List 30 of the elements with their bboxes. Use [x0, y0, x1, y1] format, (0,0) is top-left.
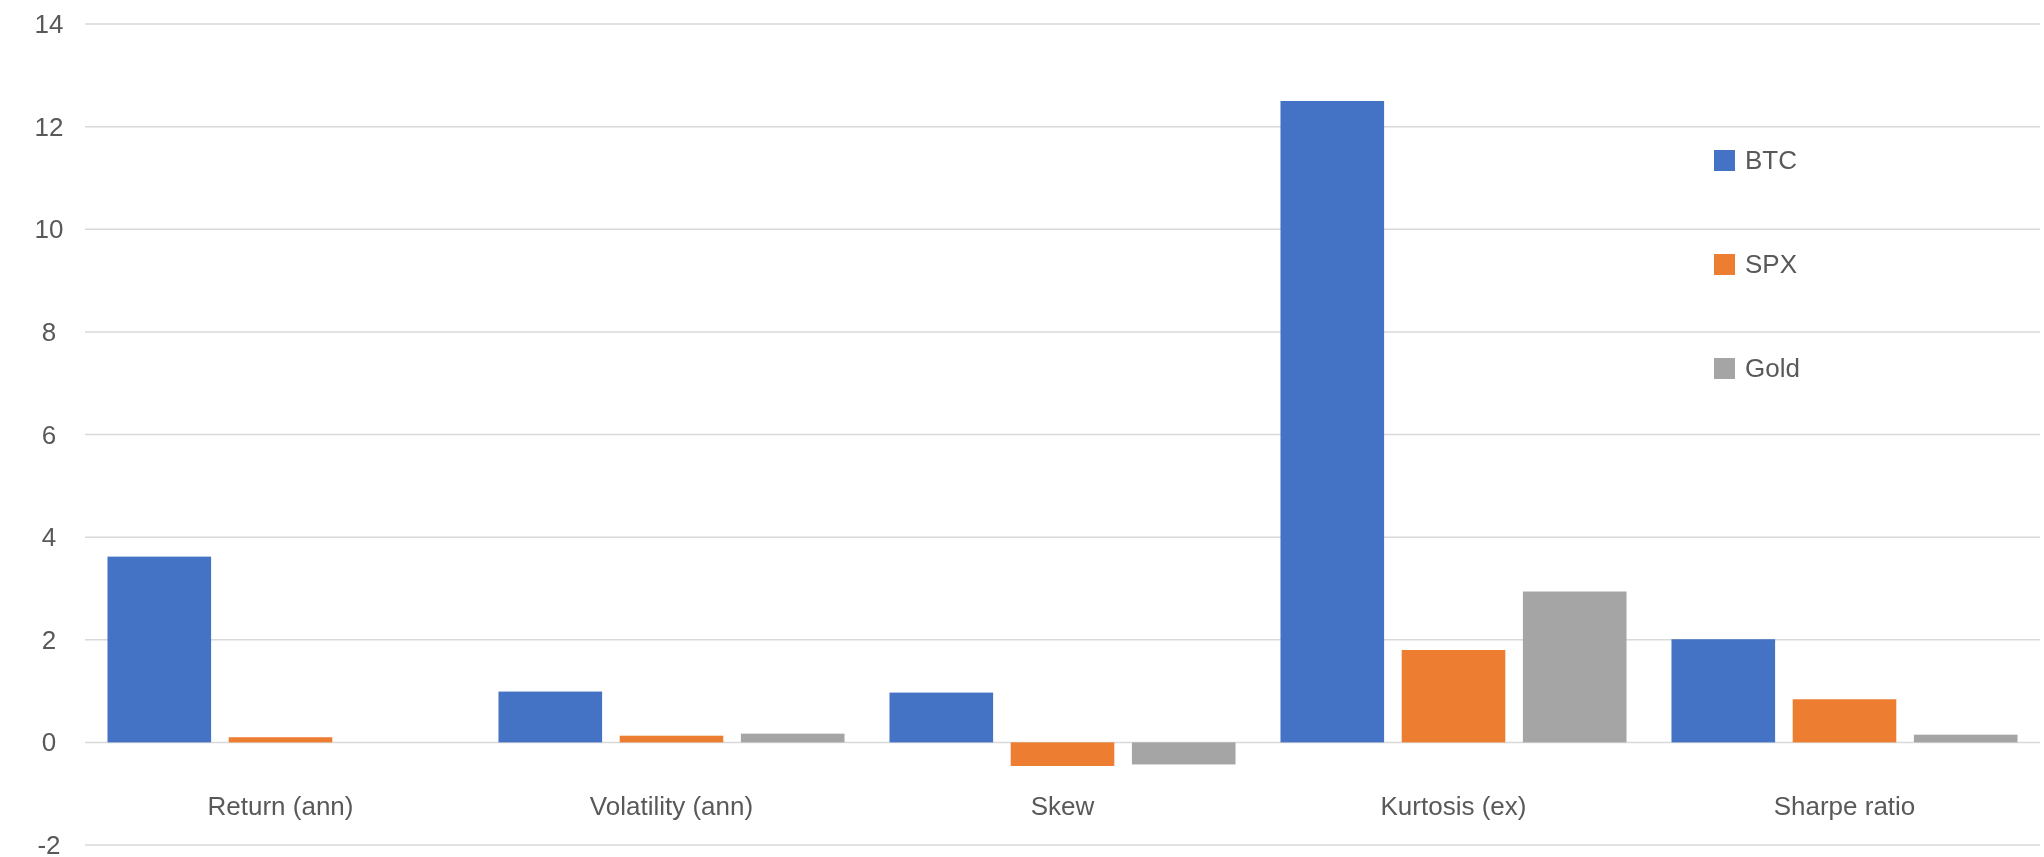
bar — [1671, 639, 1776, 743]
x-tick-label: Return (ann) — [207, 791, 354, 822]
bar — [228, 737, 333, 743]
x-tick-label: Volatility (ann) — [589, 791, 754, 822]
y-tick-label: -2 — [37, 830, 61, 857]
y-tick-label: 4 — [41, 522, 57, 553]
bar — [1522, 591, 1627, 743]
legend-label: Gold — [1745, 353, 1800, 384]
y-tick-label: 6 — [41, 419, 57, 450]
y-tick-label: 14 — [34, 9, 64, 40]
legend-label: SPX — [1745, 249, 1798, 280]
bar — [1131, 742, 1236, 765]
bar — [1792, 699, 1897, 743]
legend-label: BTC — [1745, 145, 1797, 176]
bar — [1010, 742, 1115, 766]
bar — [1913, 734, 2018, 743]
bar — [889, 692, 994, 743]
x-tick-label: Sharpe ratio — [1773, 791, 1916, 822]
y-tick-label: 2 — [41, 624, 57, 655]
y-tick-label: 10 — [34, 214, 64, 245]
bar — [740, 733, 845, 743]
bar — [1280, 100, 1385, 743]
bar — [498, 691, 603, 743]
y-tick-label: 8 — [41, 316, 57, 347]
bar — [107, 556, 212, 743]
y-tick-label: 12 — [34, 111, 64, 142]
x-tick-label: Kurtosis (ex) — [1380, 791, 1527, 822]
y-tick-label: 0 — [41, 727, 57, 758]
x-tick-label: Skew — [1030, 791, 1095, 822]
bar — [1401, 650, 1506, 743]
